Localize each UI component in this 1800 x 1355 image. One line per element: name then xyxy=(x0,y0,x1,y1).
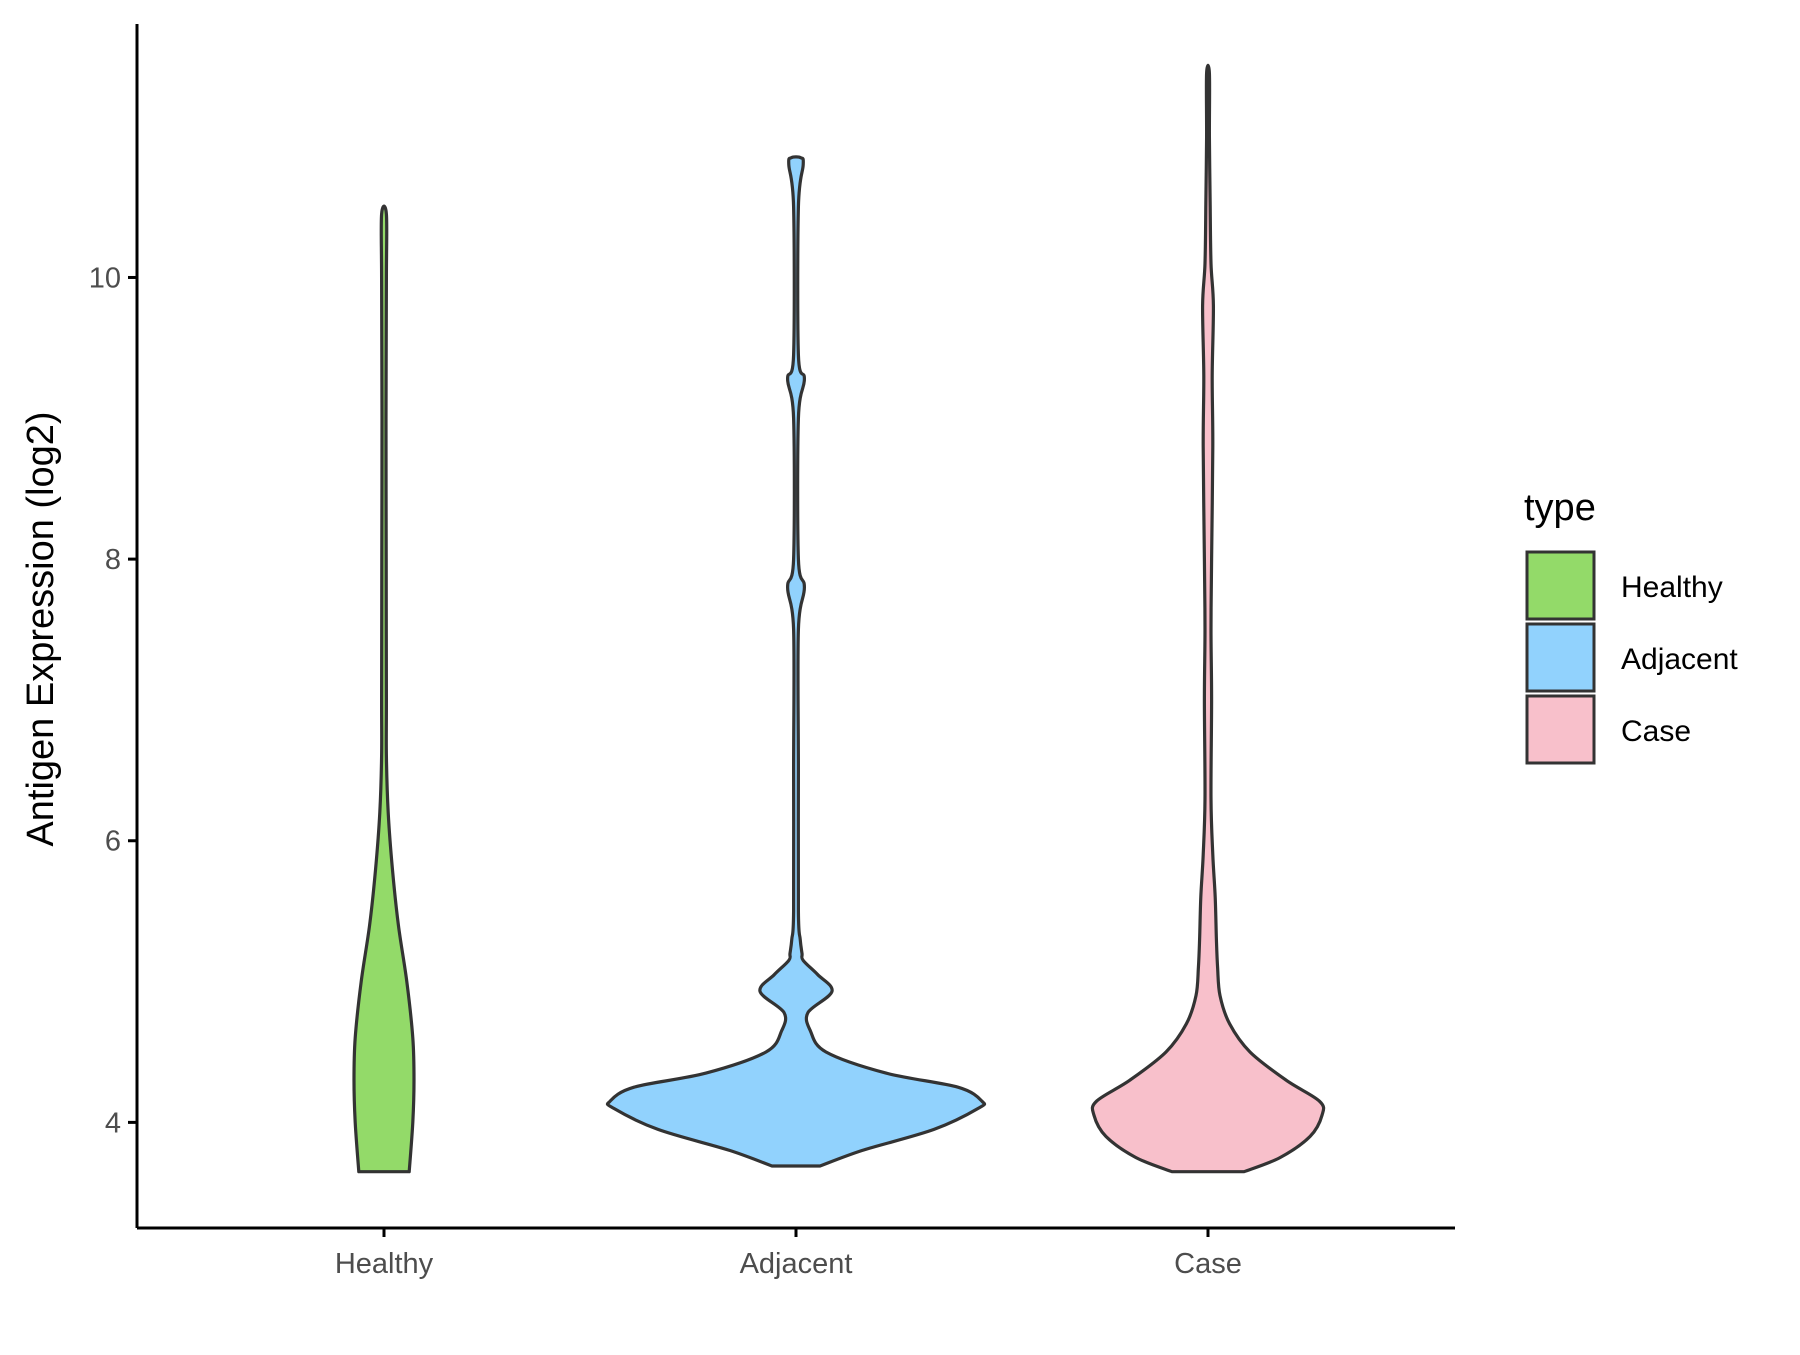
y-tick-label: 4 xyxy=(105,1107,121,1139)
legend-label-adjacent: Adjacent xyxy=(1621,643,1738,676)
y-ticks: 4 6 8 10 xyxy=(89,262,137,1139)
violin-adjacent xyxy=(605,155,987,1168)
legend: type Healthy Adjacent Case xyxy=(1524,487,1738,765)
y-tick-label: 10 xyxy=(89,262,121,294)
legend-key-case xyxy=(1525,694,1596,765)
y-tick-label: 8 xyxy=(105,544,121,576)
x-tick-label: Healthy xyxy=(335,1248,434,1280)
violins-group xyxy=(352,63,1326,1174)
y-tick-label: 6 xyxy=(105,826,121,858)
legend-key-healthy xyxy=(1525,550,1596,621)
violin-healthy xyxy=(352,204,416,1174)
y-axis-title: Antigen Expression (log2) xyxy=(20,411,62,846)
legend-label-healthy: Healthy xyxy=(1621,571,1723,604)
x-tick-label: Case xyxy=(1174,1248,1242,1280)
legend-key-adjacent xyxy=(1525,622,1596,693)
x-ticks: Healthy Adjacent Case xyxy=(335,1228,1242,1280)
violin-case xyxy=(1090,63,1326,1174)
legend-label-case: Case xyxy=(1621,715,1691,748)
x-tick-label: Adjacent xyxy=(740,1248,853,1280)
legend-title: type xyxy=(1524,487,1596,529)
legend-items: Healthy Adjacent Case xyxy=(1525,550,1738,765)
